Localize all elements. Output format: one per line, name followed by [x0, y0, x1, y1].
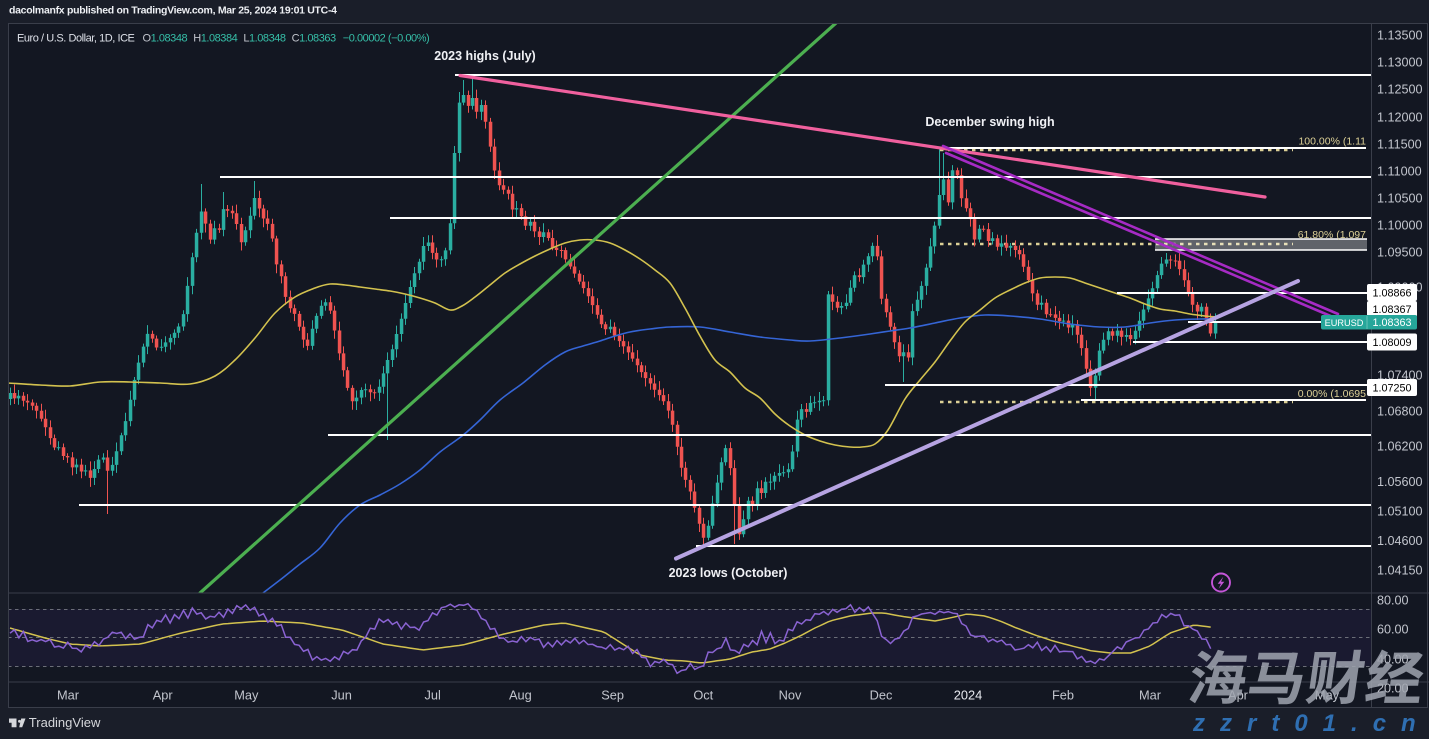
svg-text:1.05100: 1.05100: [1377, 505, 1423, 519]
svg-text:1.07250: 1.07250: [1372, 382, 1411, 394]
svg-text:1.08009: 1.08009: [1372, 337, 1411, 349]
svg-text:1.11500: 1.11500: [1377, 138, 1422, 152]
svg-text:Sep: Sep: [601, 688, 624, 703]
svg-text:0.00% (1.0695: 0.00% (1.0695: [1298, 388, 1366, 400]
svg-text:1.13500: 1.13500: [1377, 29, 1423, 43]
svg-text:1.04600: 1.04600: [1377, 534, 1423, 548]
svg-text:61.80% (1.097: 61.80% (1.097: [1298, 229, 1366, 241]
svg-text:Jun: Jun: [331, 688, 352, 703]
svg-text:1.06200: 1.06200: [1377, 440, 1423, 454]
svg-text:May: May: [234, 688, 259, 703]
svg-text:TradingView: TradingView: [29, 715, 101, 730]
svg-text:1.08363: 1.08363: [1372, 317, 1411, 329]
svg-text:1.13000: 1.13000: [1377, 56, 1423, 70]
svg-text:100.00% (1.11: 100.00% (1.11: [1298, 136, 1366, 148]
svg-text:2023 lows (October): 2023 lows (October): [669, 566, 788, 580]
svg-text:1.12500: 1.12500: [1377, 83, 1423, 97]
svg-text:Dec: Dec: [870, 688, 893, 703]
svg-text:1.10000: 1.10000: [1377, 219, 1423, 233]
svg-text:60.00: 60.00: [1377, 623, 1409, 637]
svg-text:1.11000: 1.11000: [1377, 165, 1422, 179]
svg-text:EURUSD: EURUSD: [1325, 318, 1364, 328]
svg-text:80.00: 80.00: [1377, 594, 1409, 608]
svg-text:Apr: Apr: [153, 688, 174, 703]
svg-text:1.08367: 1.08367: [1372, 304, 1411, 316]
svg-text:2024: 2024: [954, 688, 982, 703]
svg-text:dacolmanfx published on Tradin: dacolmanfx published on TradingView.com,…: [9, 5, 337, 17]
svg-text:Mar: Mar: [57, 688, 80, 703]
svg-text:1.04150: 1.04150: [1377, 564, 1423, 578]
svg-text:zzrt01.cn: zzrt01.cn: [1192, 710, 1429, 737]
svg-text:Nov: Nov: [779, 688, 802, 703]
svg-text:Jul: Jul: [425, 688, 441, 703]
svg-text:Aug: Aug: [509, 688, 532, 703]
svg-text:1.10500: 1.10500: [1377, 192, 1423, 206]
svg-text:2023 highs (July): 2023 highs (July): [434, 49, 535, 63]
svg-text:1.06800: 1.06800: [1377, 405, 1423, 419]
svg-text:Mar: Mar: [1139, 688, 1162, 703]
svg-text:1.05600: 1.05600: [1377, 475, 1423, 489]
svg-text:Oct: Oct: [693, 688, 713, 703]
svg-text:1.12000: 1.12000: [1377, 111, 1423, 125]
svg-text:December swing high: December swing high: [925, 115, 1054, 129]
svg-text:1.08866: 1.08866: [1372, 287, 1411, 299]
svg-text:1.09500: 1.09500: [1377, 246, 1423, 260]
svg-text:Feb: Feb: [1052, 688, 1074, 703]
